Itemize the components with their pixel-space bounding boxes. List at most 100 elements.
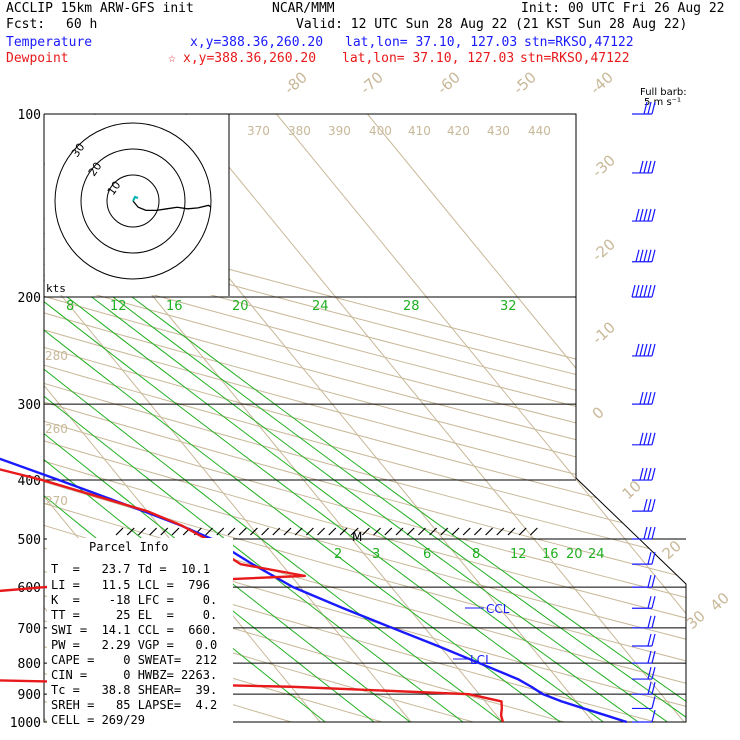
- hodograph-low-level: [132, 195, 139, 202]
- pressure-label-800: 800: [18, 657, 41, 672]
- hatch-mark: [294, 527, 303, 536]
- hatch-mark: [473, 527, 482, 536]
- isotherm-label: 10: [619, 477, 645, 503]
- hatch-mark: [384, 527, 393, 536]
- wind-barb-flag: [643, 101, 648, 115]
- wind-barb-flag: [639, 391, 644, 405]
- hatch-mark: [507, 527, 516, 536]
- wind-barb-flag: [647, 615, 652, 628]
- wind-barb-flag: [635, 343, 640, 357]
- model-title: ACCLIP 15km ARW-GFS init: [6, 1, 194, 16]
- isotherm-label: -40: [587, 68, 617, 98]
- wind-barb-flag: [647, 343, 652, 357]
- hatch-mark: [283, 527, 292, 536]
- parcel-row-k: K = -18 LFC = 0.: [51, 593, 218, 607]
- isotherm-label: -60: [434, 68, 464, 98]
- parcel-row-swi: SWI = 14.1 CCL = 660.: [51, 623, 218, 637]
- parcel-row-sreh: SREH = 85 LAPSE= 4.2: [51, 698, 218, 712]
- barb-key-units: 5 m s⁻¹: [644, 97, 681, 108]
- theta-label: 370: [247, 124, 270, 138]
- mixing-label: 12: [110, 299, 127, 314]
- wind-barb-flag: [643, 499, 648, 512]
- wind-barb-flag: [651, 696, 656, 709]
- wind-barb-flag: [639, 160, 644, 174]
- hodograph-ring: [54, 122, 212, 280]
- temperature-xy: x,y=388.36,260.20: [190, 35, 324, 50]
- wind-barb-700: [632, 615, 656, 629]
- isotherm-line: [367, 114, 686, 722]
- dry-adiabat-line: [44, 126, 686, 722]
- dry-adiabat-line: [44, 126, 686, 722]
- wind-barb-flag: [651, 709, 656, 723]
- theta-label: 440: [528, 124, 551, 138]
- wind-barb-flag: [651, 650, 656, 664]
- barb-key-title: Full barb:: [640, 87, 687, 98]
- hatch-mark: [149, 527, 158, 536]
- wind-barb-850: [632, 666, 656, 680]
- dewpoint-stn: stn=RKSO,47122: [520, 51, 630, 66]
- hatch-mark: [216, 527, 225, 536]
- dewpoint-profile: [0, 468, 505, 723]
- hatch-mark: [440, 527, 449, 536]
- theta-label: 430: [487, 124, 510, 138]
- wind-barb-flag: [651, 666, 656, 680]
- init-time: Init: 00 UTC Fri 26 Aug 22: [521, 1, 725, 16]
- lcl-label: LCL: [470, 653, 492, 667]
- wind-barb-flag: [651, 551, 656, 565]
- wind-barb-100: [632, 101, 656, 115]
- wind-barb-flag: [651, 343, 656, 357]
- dry-adiabat-line: [44, 126, 686, 722]
- dry-adiabat-line: [44, 126, 686, 722]
- hatch-mark: [518, 527, 527, 536]
- isotherm-line: [44, 114, 412, 722]
- mixing-label: 20: [566, 547, 583, 562]
- isotherm-label: 0: [589, 403, 608, 423]
- isotherm-line: [185, 114, 685, 722]
- wind-barb-flag: [647, 596, 652, 609]
- pressure-label-500: 500: [18, 533, 41, 548]
- wind-barb-200: [631, 284, 656, 298]
- wind-barb-flag: [643, 160, 648, 174]
- hatch-mark: [406, 527, 415, 536]
- theta-label: 420: [447, 124, 470, 138]
- mixing-label: 16: [542, 547, 559, 562]
- hatch-mark: [395, 527, 404, 536]
- wind-barb-flag: [639, 467, 644, 481]
- hatch-mark: [205, 527, 214, 536]
- wind-barb-flag: [651, 101, 656, 115]
- isotherm-label: -50: [510, 68, 540, 98]
- mixing-label: 6: [423, 547, 431, 562]
- mixing-label: 20: [232, 299, 249, 314]
- hatch-mark: [305, 527, 314, 536]
- wind-barb-flag: [647, 208, 652, 222]
- parcel-row-cell: CELL = 269/29: [51, 713, 145, 727]
- wind-barb-flag: [651, 499, 656, 512]
- wind-barb-flag: [651, 526, 656, 540]
- mixing-label: 24: [312, 299, 329, 314]
- dewpoint-legend: Dewpoint: [6, 51, 69, 66]
- hatch-mark: [417, 527, 426, 536]
- wind-barb-flag: [651, 682, 656, 695]
- header: ACCLIP 15km ARW-GFS init NCAR/MMM Init: …: [0, 0, 740, 70]
- mixing-label: 28: [403, 299, 420, 314]
- parcel-row-tt: TT = 25 EL = 0.: [51, 608, 218, 622]
- hatch-mark: [249, 527, 258, 536]
- hatch-mark: [317, 527, 326, 536]
- wind-barb-350: [632, 432, 656, 446]
- hatch-mark: [339, 527, 348, 536]
- dewpoint-star-icon: ☆: [168, 51, 176, 66]
- wind-barb-flag: [643, 249, 648, 262]
- theta-label: 380: [288, 124, 311, 138]
- wind-barb-flag: [639, 208, 644, 222]
- hatch-mark: [429, 527, 438, 536]
- hatch-mark: [160, 527, 169, 536]
- wind-barb-flag: [647, 551, 652, 565]
- hatch-mark: [171, 527, 180, 536]
- isotherm-label: 20: [659, 537, 685, 563]
- wind-barb-125: [632, 160, 656, 174]
- wind-barb-flag: [651, 596, 656, 609]
- dry-adiabat-line: [44, 126, 520, 722]
- hatch-mark: [227, 527, 236, 536]
- isotherm-label: -20: [589, 235, 619, 265]
- temperature-stn: stn=RKSO,47122: [524, 35, 634, 50]
